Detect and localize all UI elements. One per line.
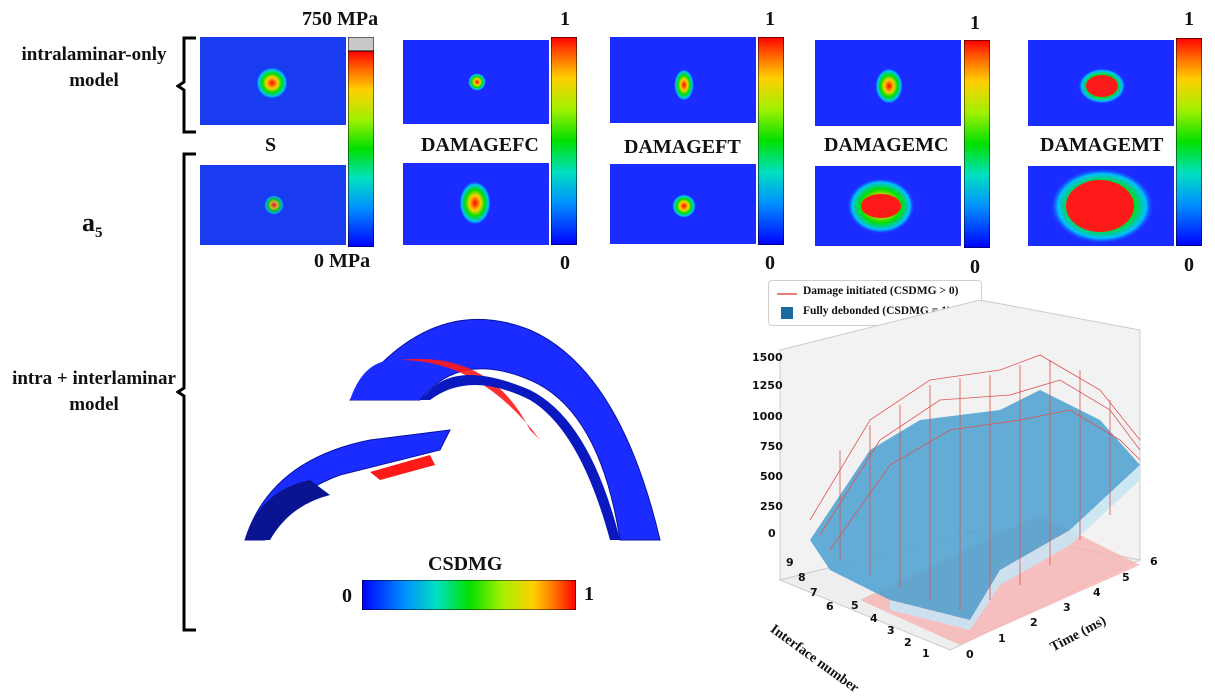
y-tick: 9 [786, 556, 794, 569]
csdmg-max: 1 [584, 583, 594, 605]
legend-debonded-label: Fully debonded (CSDMG = 1) [803, 305, 951, 317]
plot3d [778, 300, 1142, 651]
intralaminar-label: intralaminar-only model [21, 44, 167, 91]
z-tick: 1250 [752, 379, 783, 392]
y-tick: 5 [851, 599, 859, 612]
z-tick: 1500 [752, 351, 783, 364]
y-tick: 7 [810, 586, 818, 599]
s-bottom-field [200, 165, 346, 245]
x-tick: 5 [1122, 571, 1130, 584]
damagemc-min: 0 [970, 256, 980, 278]
s-title: S [265, 134, 277, 156]
s-top-field [200, 37, 346, 125]
y-tick: 3 [887, 624, 895, 637]
csdmg-title: CSDMG [428, 553, 503, 575]
damagemc-title: DAMAGEMC [824, 134, 949, 156]
damagefc-max: 1 [560, 8, 570, 30]
small-arch-damage [370, 455, 435, 480]
damageft-min: 0 [765, 252, 775, 274]
damageft-colorbar [758, 37, 784, 245]
damageft-bottom-field [610, 164, 756, 244]
damagemc-colorbar [964, 40, 990, 248]
damagemc-bottom-field [815, 166, 961, 246]
damagemt-top-field [1028, 40, 1174, 126]
plot-legend: Damage initiated (CSDMG > 0) Fully debon… [768, 280, 982, 326]
x-tick: 2 [1030, 616, 1038, 629]
legend-initiated-label: Damage initiated (CSDMG > 0) [803, 285, 959, 297]
s-max: 750 MPa [302, 8, 379, 30]
damagemc-top-field [815, 40, 961, 126]
damageft-max: 1 [765, 8, 775, 30]
z-tick: 1000 [752, 410, 783, 423]
z-tick: 750 [760, 440, 783, 453]
damagemt-max: 1 [1184, 8, 1194, 30]
damageft-top-field [610, 37, 756, 123]
y-tick: 8 [798, 571, 806, 584]
debonded-surface [810, 390, 1140, 620]
intra-inter-label: intra + interlaminar model [12, 368, 176, 415]
y-tick: 2 [904, 636, 912, 649]
damagefc-bottom-field [403, 163, 549, 245]
s-colorbar [348, 37, 374, 247]
damagemt-min: 0 [1184, 254, 1194, 276]
x-tick: 4 [1093, 586, 1101, 599]
legend-initiated-swatch [777, 293, 797, 295]
damagefc-colorbar [551, 37, 577, 245]
y-tick: 1 [922, 647, 930, 660]
z-tick: 500 [760, 470, 783, 483]
case-label: a5 [82, 208, 103, 242]
intra-inter-bracket [176, 152, 196, 632]
initiated-wireframe [809, 354, 1141, 610]
x-tick: 1 [998, 632, 1006, 645]
damagemt-colorbar [1176, 38, 1202, 246]
arc-model [244, 318, 661, 541]
x-tick: 6 [1150, 555, 1158, 568]
legend-debonded-swatch [781, 307, 793, 319]
z-tick: 0 [768, 527, 776, 540]
intralaminar-bracket [176, 36, 196, 134]
csdmg-min: 0 [342, 585, 352, 607]
damagemt-bottom-field [1028, 166, 1174, 246]
y-tick: 4 [870, 612, 878, 625]
x-tick: 3 [1063, 601, 1071, 614]
x-tick: 0 [966, 648, 974, 661]
damagemt-title: DAMAGEMT [1040, 134, 1164, 156]
damageft-title: DAMAGEFT [624, 136, 741, 158]
damagefc-top-field [403, 40, 549, 124]
damagefc-min: 0 [560, 252, 570, 274]
damagemc-max: 1 [970, 12, 980, 34]
y-tick: 6 [826, 600, 834, 613]
z-tick: 250 [760, 500, 783, 513]
s-min: 0 MPa [314, 250, 371, 272]
damagefc-title: DAMAGEFC [421, 134, 539, 156]
csdmg-colorbar [362, 580, 576, 610]
